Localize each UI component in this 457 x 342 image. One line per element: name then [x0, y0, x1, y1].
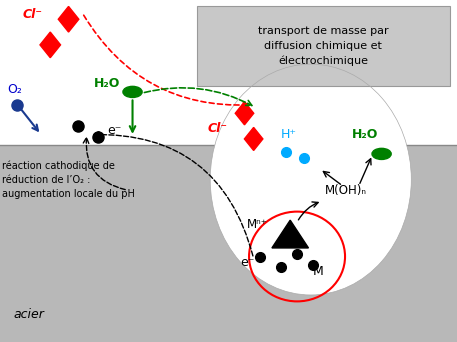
Polygon shape [235, 102, 254, 125]
Polygon shape [40, 32, 60, 58]
Text: Mⁿ⁺: Mⁿ⁺ [247, 218, 268, 231]
Text: M: M [313, 265, 324, 278]
Ellipse shape [123, 87, 142, 97]
Text: réaction cathodique de
réduction de l’O₂ :
augmentation locale du pH: réaction cathodique de réduction de l’O₂… [2, 160, 135, 199]
Polygon shape [244, 128, 263, 150]
Ellipse shape [210, 64, 411, 295]
Text: M(OH)ₙ: M(OH)ₙ [324, 184, 367, 197]
Text: H₂O: H₂O [94, 77, 120, 90]
FancyBboxPatch shape [197, 6, 450, 86]
Bar [0, 145, 457, 342]
Polygon shape [58, 6, 79, 32]
Text: Cl⁻: Cl⁻ [23, 9, 43, 22]
Bar [0, 0, 457, 145]
Text: transport de masse par
diffusion chimique et
électrochimique: transport de masse par diffusion chimiqu… [258, 26, 388, 66]
Ellipse shape [372, 148, 391, 159]
Text: e⁻: e⁻ [240, 256, 254, 269]
Text: Cl⁻: Cl⁻ [208, 122, 228, 135]
Text: H⁺: H⁺ [281, 128, 297, 141]
Text: O₂: O₂ [7, 83, 22, 96]
Text: e⁻: e⁻ [107, 124, 122, 137]
Text: acier: acier [14, 307, 45, 321]
Polygon shape [272, 220, 308, 248]
Text: H₂O: H₂O [352, 128, 378, 141]
